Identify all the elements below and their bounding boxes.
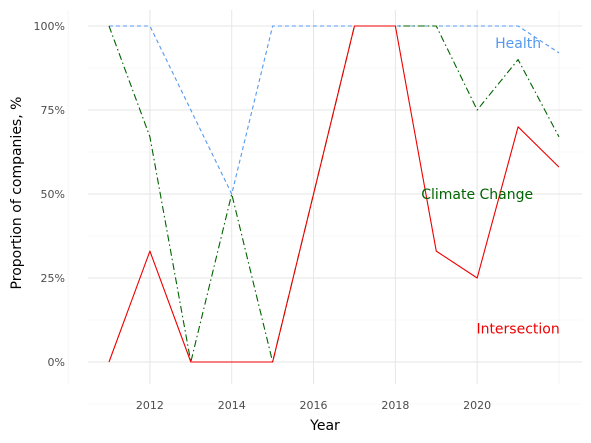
x-tick-label: 2012	[136, 399, 164, 412]
series-line-intersection	[108, 25, 560, 363]
series-annotations: Health Climate Change Intersection	[421, 36, 560, 338]
series-lines	[108, 25, 560, 363]
y-axis-ticks: 0% 25% 50% 75% 100%	[34, 20, 65, 369]
grid-major	[88, 10, 582, 384]
series-label-intersection: Intersection	[476, 321, 559, 337]
y-tick-label: 25%	[41, 272, 65, 285]
series-line-health	[109, 25, 560, 195]
y-tick-label: 0%	[48, 356, 65, 369]
y-tick-label: 75%	[41, 104, 65, 117]
series-line-climate-change	[108, 25, 560, 363]
series-label-climate-change: Climate Change	[421, 187, 533, 203]
x-tick-label: 2014	[218, 399, 246, 412]
x-tick-label: 2020	[463, 399, 491, 412]
x-tick-label: 2016	[300, 399, 328, 412]
x-tick-label: 2018	[381, 399, 409, 412]
x-axis-ticks: 2012 2014 2016 2018 2020	[136, 399, 491, 412]
series-label-health: Health	[495, 36, 541, 52]
y-axis-title: Proportion of companies, %	[9, 97, 25, 290]
x-axis-title: Year	[309, 418, 340, 434]
y-tick-label: 100%	[34, 20, 65, 33]
y-tick-label: 50%	[41, 188, 65, 201]
